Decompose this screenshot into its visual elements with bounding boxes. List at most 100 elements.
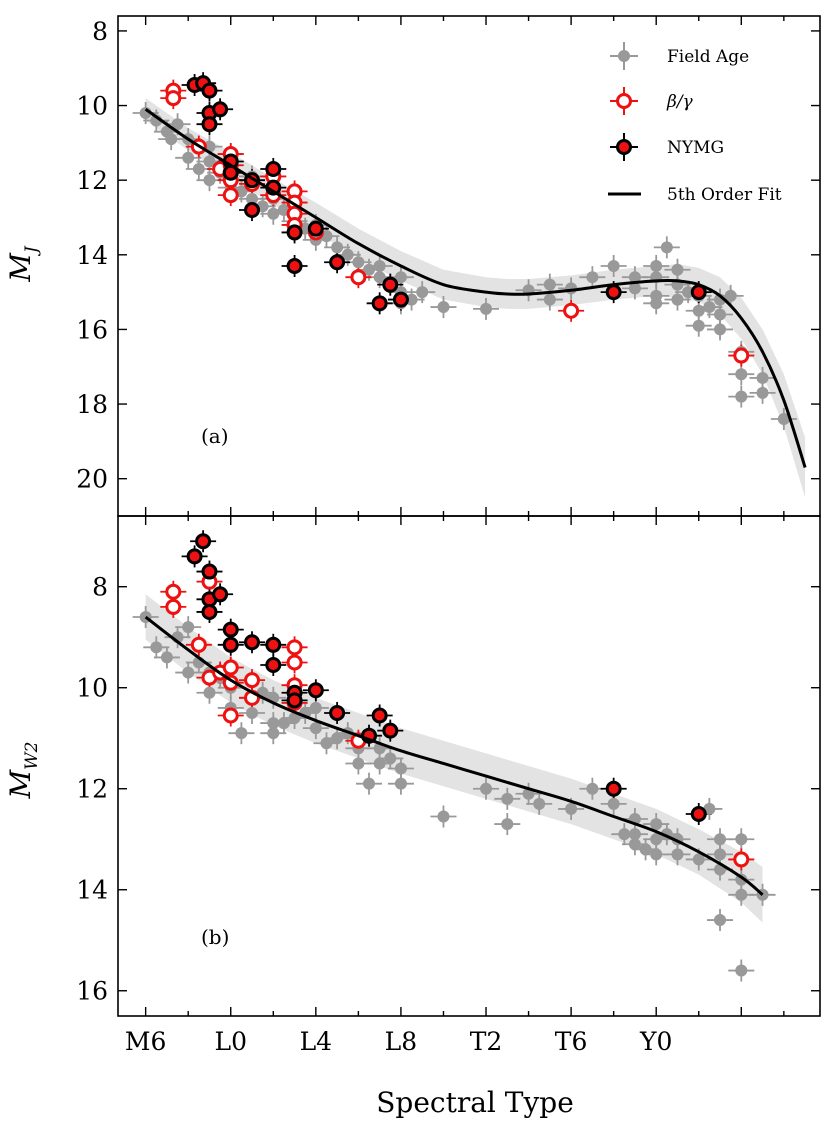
field-age-point bbox=[777, 412, 790, 425]
legend-item-nymg: NYMG bbox=[610, 133, 724, 161]
field-age-point bbox=[288, 712, 301, 725]
field-age-point bbox=[405, 293, 418, 306]
panel-label-b: (b) bbox=[201, 925, 229, 949]
y-tick-label-a: 10 bbox=[76, 92, 108, 121]
nymg-point bbox=[201, 82, 218, 99]
x-axis-title: Spectral Type bbox=[376, 1086, 574, 1119]
legend-label-field-age: Field Age bbox=[667, 47, 749, 67]
nymg-point bbox=[195, 533, 212, 550]
points-b bbox=[139, 533, 769, 977]
beta-gamma-point bbox=[286, 639, 303, 656]
beta-gamma-point bbox=[244, 672, 261, 689]
field-age-point bbox=[650, 833, 663, 846]
field-age-point bbox=[309, 701, 322, 714]
field-age-point bbox=[628, 271, 641, 284]
fit-band-b bbox=[145, 594, 763, 923]
field-age-point bbox=[373, 757, 386, 770]
field-age-point bbox=[703, 301, 716, 314]
field-age-point bbox=[660, 241, 673, 254]
field-age-point bbox=[373, 271, 386, 284]
field-age-point bbox=[331, 732, 344, 745]
field-age-point bbox=[628, 838, 641, 851]
field-age-point bbox=[671, 293, 684, 306]
field-age-point bbox=[671, 848, 684, 861]
x-tick-label: T6 bbox=[555, 1027, 588, 1056]
nymg-point bbox=[244, 634, 261, 651]
y-tick-label-a: 18 bbox=[76, 390, 108, 419]
field-age-point bbox=[682, 286, 695, 299]
field-age-point bbox=[384, 752, 397, 765]
y-axis-title-a: MJ bbox=[4, 245, 42, 283]
field-age-point bbox=[437, 301, 450, 314]
y-tick-label-b: 10 bbox=[76, 674, 108, 703]
field-age-point bbox=[735, 964, 748, 977]
y-axis-title-b-sub: W2 bbox=[22, 742, 42, 770]
y-tick-label-a: 8 bbox=[92, 17, 108, 46]
field-age-point bbox=[267, 717, 280, 730]
field-age-point bbox=[171, 118, 184, 131]
beta-gamma-point bbox=[165, 90, 182, 107]
beta-gamma-point bbox=[350, 269, 367, 286]
y-tick-label-b: 16 bbox=[76, 977, 108, 1006]
field-age-point bbox=[246, 192, 259, 205]
nymg-point bbox=[371, 295, 388, 312]
field-age-point bbox=[267, 727, 280, 740]
y-axis-title-b: MW2 bbox=[4, 742, 42, 800]
x-tick-label: M6 bbox=[125, 1027, 167, 1056]
x-tick-label: Y0 bbox=[639, 1027, 672, 1056]
nymg-point bbox=[371, 707, 388, 724]
beta-gamma-point bbox=[222, 707, 239, 724]
field-age-point bbox=[543, 293, 556, 306]
nymg-point bbox=[307, 682, 324, 699]
nymg-point bbox=[212, 586, 229, 603]
legend-item-beta-gamma: β/γ bbox=[610, 87, 694, 115]
legend-item-fit: 5th Order Fit bbox=[608, 185, 782, 205]
field-age-point bbox=[277, 717, 290, 730]
nymg-point bbox=[329, 704, 346, 721]
field-age-point bbox=[692, 319, 705, 332]
field-age-point bbox=[235, 727, 248, 740]
ticks-b: 8 10 12 14 16 M6 L0 L4 L8 T2 T6 Y0 bbox=[76, 516, 820, 1056]
beta-gamma-point bbox=[733, 851, 750, 868]
legend-label-fit: 5th Order Fit bbox=[667, 185, 782, 205]
nymg-point bbox=[265, 656, 282, 673]
axes-frame-b bbox=[117, 515, 821, 1017]
field-age-point bbox=[394, 777, 407, 790]
x-tick-label: L0 bbox=[214, 1027, 247, 1056]
field-age-point bbox=[203, 155, 216, 168]
nymg-point bbox=[265, 160, 282, 177]
y-tick-label-b: 8 bbox=[92, 573, 108, 602]
nymg-point bbox=[286, 258, 303, 274]
legend: Field Age β/γ NYMG 5th Order Fit bbox=[608, 42, 782, 205]
x-tick-label: L8 bbox=[385, 1027, 418, 1056]
field-age-point bbox=[714, 308, 727, 321]
field-age-point bbox=[182, 666, 195, 679]
field-age-point bbox=[692, 853, 705, 866]
field-age-point bbox=[394, 271, 407, 284]
panel-label-a: (a) bbox=[201, 424, 229, 448]
field-age-point bbox=[394, 762, 407, 775]
beta-gamma-point bbox=[165, 598, 182, 615]
fit-line-b bbox=[144, 615, 764, 896]
legend-label-nymg: NYMG bbox=[667, 138, 724, 158]
field-age-point bbox=[650, 297, 663, 310]
field-age-point bbox=[735, 888, 748, 901]
field-age-point bbox=[501, 818, 514, 831]
nymg-point bbox=[382, 276, 399, 293]
field-age-point bbox=[182, 621, 195, 634]
beta-gamma-point bbox=[286, 654, 303, 671]
nymg-point bbox=[201, 116, 218, 133]
field-age-point bbox=[352, 757, 365, 770]
field-age-point bbox=[165, 133, 178, 146]
field-age-point bbox=[714, 833, 727, 846]
nymg-point bbox=[286, 224, 303, 241]
field-age-point bbox=[756, 371, 769, 384]
field-age-point bbox=[586, 782, 599, 795]
field-age-point bbox=[735, 390, 748, 403]
field-age-point bbox=[650, 260, 663, 272]
nymg-point bbox=[329, 254, 346, 271]
field-age-point bbox=[565, 802, 578, 815]
nymg-point bbox=[222, 636, 239, 653]
y-axis-title-a-sub: J bbox=[22, 245, 42, 256]
field-age-point bbox=[373, 260, 386, 272]
